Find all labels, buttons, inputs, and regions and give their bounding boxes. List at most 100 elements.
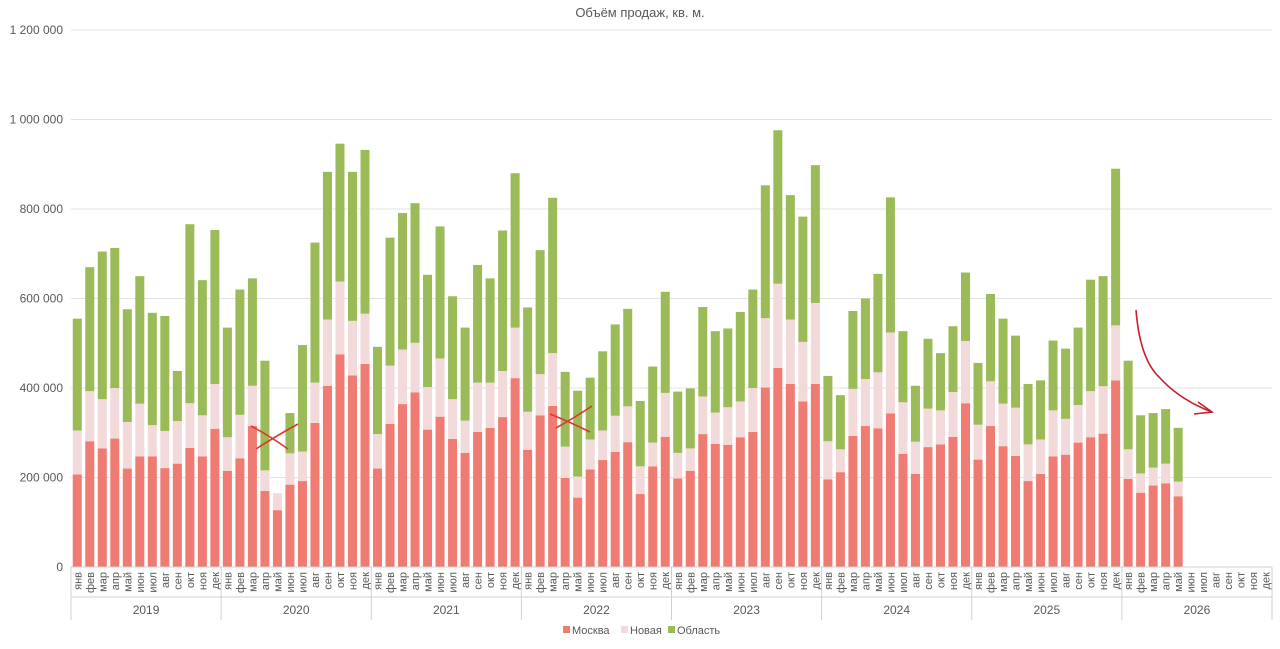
bar-segment-moscow <box>247 426 257 567</box>
x-tick-label-month: окт <box>935 572 947 588</box>
x-tick-label-month: янв <box>373 572 385 590</box>
bar-segment-moscow <box>948 436 958 567</box>
bar-segment-new <box>485 382 495 428</box>
bar-segment-new <box>185 403 195 448</box>
x-tick-label-month: июн <box>885 572 897 592</box>
bar-segment-moscow <box>110 438 120 567</box>
legend-swatch <box>668 626 675 633</box>
x-tick-label-month: сен <box>1223 572 1235 590</box>
x-tick-label-month: июн <box>1036 572 1048 592</box>
bar-segment-new <box>660 392 670 437</box>
x-tick-label-month: июл <box>297 572 309 593</box>
x-tick-label-month: авг <box>310 572 322 588</box>
bar-segment-region <box>135 276 145 404</box>
bar-segment-region <box>398 213 408 350</box>
x-tick-label-month: фев <box>835 572 847 593</box>
axis-layer: 0 200 000 400 000 600 000 800 000 1 000 000 1 … <box>10 23 1273 620</box>
x-tick-label-month: дек <box>810 572 822 590</box>
x-tick-label-month: апр <box>560 572 572 590</box>
x-tick-label-month: окт <box>635 572 647 588</box>
bar-segment-new <box>172 421 182 464</box>
bar-segment-region <box>986 294 996 382</box>
bar-segment-new <box>272 493 282 511</box>
bar-segment-new <box>710 412 720 444</box>
bar-segment-new <box>85 391 95 442</box>
bar-segment-region <box>873 273 883 373</box>
bar-segment-moscow <box>635 494 645 567</box>
bar-segment-region <box>710 331 720 413</box>
x-tick-label-month: июл <box>748 572 760 593</box>
bar-segment-moscow <box>923 447 933 567</box>
x-tick-label-month: июн <box>585 572 597 592</box>
x-tick-label-month: янв <box>973 572 985 590</box>
bar-segment-moscow <box>860 426 870 567</box>
y-tick-label: 200 000 <box>20 471 64 485</box>
bar-segment-region <box>322 171 332 320</box>
bar-segment-region <box>548 197 558 354</box>
x-tick-label-month: ноя <box>1248 572 1260 590</box>
bar-segment-region <box>1086 279 1096 392</box>
bar-segment-new <box>1086 391 1096 438</box>
bar-segment-new <box>260 470 270 491</box>
bar-segment-region <box>1111 168 1121 326</box>
x-tick-label-month: апр <box>1011 572 1023 590</box>
bar-segment-moscow <box>347 375 357 567</box>
bar-segment-region <box>360 149 370 314</box>
bar-segment-region <box>110 247 120 388</box>
legend-swatch <box>563 626 570 633</box>
bar-segment-region <box>1061 348 1071 419</box>
bar-segment-region <box>197 280 207 416</box>
bar-segment-new <box>1011 407 1021 457</box>
bar-segment-region <box>147 312 157 426</box>
x-tick-label-month: авг <box>1211 572 1223 588</box>
bar-segment-region <box>385 237 395 366</box>
bar-segment-moscow <box>710 443 720 567</box>
bar-segment-moscow <box>398 404 408 567</box>
bar-segment-new <box>1148 467 1158 486</box>
x-tick-label-month: июл <box>1198 572 1210 593</box>
bar-segment-region <box>560 371 570 447</box>
bar-segment-region <box>185 224 195 404</box>
bar-segment-moscow <box>197 456 207 567</box>
bar-segment-moscow <box>97 448 107 567</box>
bar-segment-moscow <box>373 468 383 567</box>
x-tick-label-month: сен <box>172 572 184 590</box>
bar-segment-moscow <box>423 429 433 567</box>
x-tick-label-year: 2020 <box>283 603 310 617</box>
bar-segment-new <box>423 387 433 430</box>
bar-segment-region <box>172 370 182 422</box>
bar-segment-new <box>523 411 533 450</box>
bar-segment-new <box>598 430 608 461</box>
bar-segment-region <box>1023 383 1033 445</box>
x-tick-label-month: фев <box>535 572 547 593</box>
bar-segment-moscow <box>473 431 483 567</box>
bar-segment-new <box>147 425 157 457</box>
bar-segment-region <box>310 242 320 383</box>
bar-segment-new <box>1123 449 1133 479</box>
bar-segment-moscow <box>1036 473 1046 567</box>
bar-segment-new <box>923 408 933 448</box>
x-tick-label-month: дек <box>210 572 222 590</box>
bar-segment-region <box>685 388 695 449</box>
legend-swatch <box>621 626 628 633</box>
x-tick-label-month: ноя <box>798 572 810 590</box>
x-tick-label-month: окт <box>785 572 797 588</box>
y-tick-label: 1 000 000 <box>10 113 64 127</box>
x-tick-label-month: май <box>122 572 134 592</box>
bar-segment-moscow <box>272 510 282 567</box>
bar-segment-moscow <box>1098 433 1108 567</box>
bar-segment-new <box>735 401 745 438</box>
bar-segment-new <box>723 407 733 445</box>
x-tick-label-month: ноя <box>948 572 960 590</box>
bar-segment-region <box>85 267 95 392</box>
bar-segment-moscow <box>235 458 245 567</box>
x-tick-label-month: дек <box>1261 572 1273 590</box>
bar-segment-moscow <box>147 456 157 567</box>
bar-segment-new <box>97 399 107 449</box>
bar-segment-new <box>160 430 170 469</box>
x-tick-label-year: 2024 <box>883 603 910 617</box>
bar-segment-new <box>335 281 345 355</box>
bar-segment-new <box>648 442 658 467</box>
x-tick-label-month: авг <box>760 572 772 588</box>
